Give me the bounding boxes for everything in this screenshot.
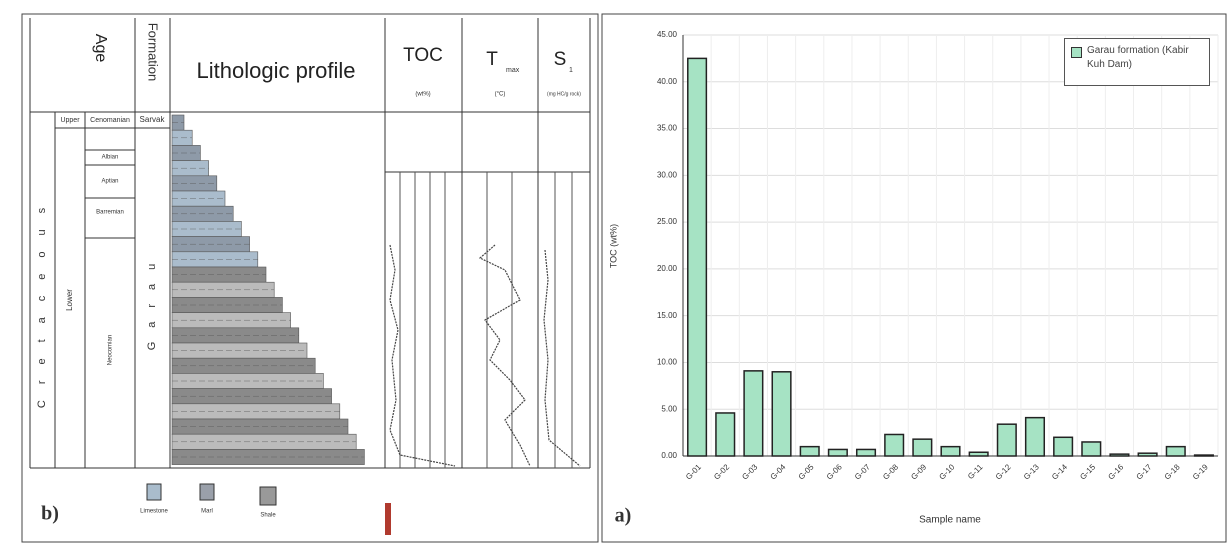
x-tick-label: G-17 <box>1135 462 1154 481</box>
y-tick-label: 40.00 <box>657 77 678 86</box>
x-tick-label: G-03 <box>740 462 759 481</box>
bar <box>884 433 905 457</box>
bar <box>968 451 989 457</box>
scale-marker <box>385 503 391 535</box>
s1-sub: 1 <box>569 67 573 74</box>
formation: Sarvak <box>140 115 166 124</box>
tmax-unit: (°C) <box>495 92 506 98</box>
bar <box>1024 416 1046 457</box>
bar <box>996 423 1017 457</box>
bar <box>1081 441 1102 457</box>
x-tick-label: G-09 <box>909 462 928 481</box>
bar <box>799 445 820 457</box>
stage: Neocomian <box>108 335 114 365</box>
bar <box>1165 445 1186 457</box>
y-tick-label: 45.00 <box>657 30 678 39</box>
formation-header: Formation <box>146 23 161 82</box>
column-lines <box>29 18 591 469</box>
y-tick-label: 30.00 <box>657 170 678 179</box>
x-tick-label: G-07 <box>853 462 872 481</box>
stage: Aptian <box>101 179 118 185</box>
x-tick-label: G-12 <box>994 462 1013 481</box>
x-tick-label: G-14 <box>1050 462 1069 481</box>
log-curves <box>389 244 581 467</box>
x-tick-label: G-19 <box>1191 462 1210 481</box>
toc-unit: (wt%) <box>415 92 430 98</box>
bar <box>771 371 792 457</box>
stage: Barremian <box>96 210 124 216</box>
stage: Cenomanian <box>90 117 130 124</box>
x-tick-label: G-02 <box>712 462 731 481</box>
bar <box>827 448 848 457</box>
x-tick-label: G-01 <box>684 462 703 481</box>
y-tick-label: 20.00 <box>657 264 678 273</box>
x-tick-label: G-04 <box>769 462 788 481</box>
bar <box>940 445 961 457</box>
log-grid <box>399 172 573 468</box>
bar <box>1193 454 1214 457</box>
x-tick-label: G-18 <box>1163 462 1182 481</box>
legend-label: Garau formation (Kabir Kuh Dam) <box>1087 45 1189 70</box>
bar <box>743 370 764 457</box>
y-tick-label: 0.00 <box>661 451 677 460</box>
y-tick-label: 35.00 <box>657 124 678 133</box>
x-tick-label: G-06 <box>825 462 844 481</box>
y-axis-label: TOC (wt%) <box>608 224 618 268</box>
bar <box>687 57 708 457</box>
x-tick-label: G-13 <box>1022 462 1041 481</box>
x-tick-label: G-08 <box>881 462 900 481</box>
x-tick-label: G-15 <box>1078 462 1097 481</box>
epoch: Lower <box>65 289 74 311</box>
bar <box>1053 436 1074 457</box>
legend-shale-swatch <box>259 486 277 506</box>
stage: Albian <box>102 155 119 161</box>
tmax-header: T <box>486 49 498 70</box>
y-tick-label: 15.00 <box>657 311 678 320</box>
panel-label: b) <box>41 503 59 525</box>
panel-a-frame <box>601 13 1227 543</box>
legend-label: Limestone <box>140 509 168 515</box>
x-tick-label: G-05 <box>797 462 816 481</box>
tmax-sub: max <box>506 67 520 74</box>
x-tick-label: G-16 <box>1106 462 1125 481</box>
y-tick-label: 25.00 <box>657 217 678 226</box>
formation: Garau <box>146 250 158 351</box>
bar <box>855 448 877 457</box>
s1-header: S <box>554 49 567 70</box>
x-tick-label: G-11 <box>966 462 985 481</box>
panel-label: a) <box>615 505 632 527</box>
bar <box>1109 453 1130 457</box>
x-axis-label: Sample name <box>919 515 981 526</box>
s1-unit: (mg HC/g rock) <box>547 91 581 97</box>
legend-swatch <box>1071 47 1082 58</box>
epoch: Upper <box>60 117 80 124</box>
legend-marl-swatch <box>199 483 215 501</box>
age-header: Age <box>92 34 109 63</box>
bar <box>1137 452 1158 457</box>
panel-b-frame <box>21 13 599 543</box>
period: Cretaceous <box>36 192 48 408</box>
legend-limestone-swatch <box>146 483 162 501</box>
legend: Garau formation (Kabir Kuh Dam) <box>1064 38 1210 86</box>
legend-label: Shale <box>260 513 276 519</box>
y-tick-label: 5.00 <box>661 404 677 413</box>
toc-header: TOC <box>403 45 443 66</box>
x-tick-label: G-10 <box>937 462 956 481</box>
legend-label: Marl <box>201 509 213 515</box>
bar <box>912 438 933 457</box>
y-tick-label: 10.00 <box>657 358 678 367</box>
lithologic-header: Lithologic profile <box>197 58 356 83</box>
bar <box>715 412 736 457</box>
lithologic-column <box>171 114 365 465</box>
